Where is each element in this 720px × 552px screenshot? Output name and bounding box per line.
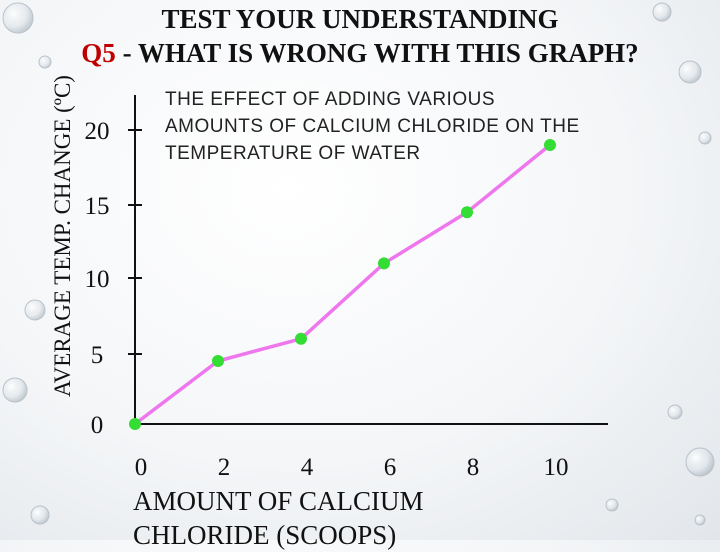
question-text: - WHAT IS WRONG WITH THIS GRAPH? bbox=[115, 38, 639, 68]
y-tick-label: 20 bbox=[85, 118, 110, 145]
chart-title-line: THE EFFECT OF ADDING VARIOUS bbox=[165, 89, 495, 110]
series-line bbox=[133, 143, 552, 426]
x-axis-label-line: CHLORIDE (SCOOPS) bbox=[133, 520, 397, 550]
data-point bbox=[212, 355, 224, 367]
y-tick-label: 0 bbox=[91, 412, 104, 439]
x-tick-label: 0 bbox=[135, 454, 148, 481]
y-tick-label: 5 bbox=[91, 342, 104, 369]
x-tick-label: 6 bbox=[384, 454, 397, 481]
data-point bbox=[544, 139, 556, 151]
x-axis-label-line: AMOUNT OF CALCIUM bbox=[133, 486, 424, 516]
x-tick-label: 10 bbox=[544, 454, 569, 481]
line-chart: 0 5 10 15 20 0 2 4 6 8 10 bbox=[85, 95, 608, 481]
x-tick-label: 8 bbox=[467, 454, 480, 481]
slide-title-line2: Q5 - WHAT IS WRONG WITH THIS GRAPH? bbox=[0, 38, 720, 69]
x-tick-label: 2 bbox=[218, 454, 231, 481]
data-point bbox=[461, 206, 473, 219]
y-tick-label: 10 bbox=[85, 266, 110, 293]
chart-title-line: AMOUNTS OF CALCIUM CHLORIDE ON THE bbox=[165, 116, 580, 137]
chart-title-line: TEMPERATURE OF WATER bbox=[165, 143, 421, 164]
chart-title: THE EFFECT OF ADDING VARIOUS AMOUNTS OF … bbox=[165, 86, 580, 167]
data-point bbox=[129, 418, 141, 430]
y-tick-label: 15 bbox=[85, 193, 110, 220]
question-label: Q5 bbox=[81, 38, 116, 68]
slide-title-line1: TEST YOUR UNDERSTANDING bbox=[161, 4, 559, 34]
data-point bbox=[295, 332, 307, 345]
data-point bbox=[378, 257, 390, 270]
x-tick-label: 4 bbox=[301, 454, 314, 481]
x-axis-label: AMOUNT OF CALCIUM CHLORIDE (SCOOPS) bbox=[133, 484, 424, 552]
